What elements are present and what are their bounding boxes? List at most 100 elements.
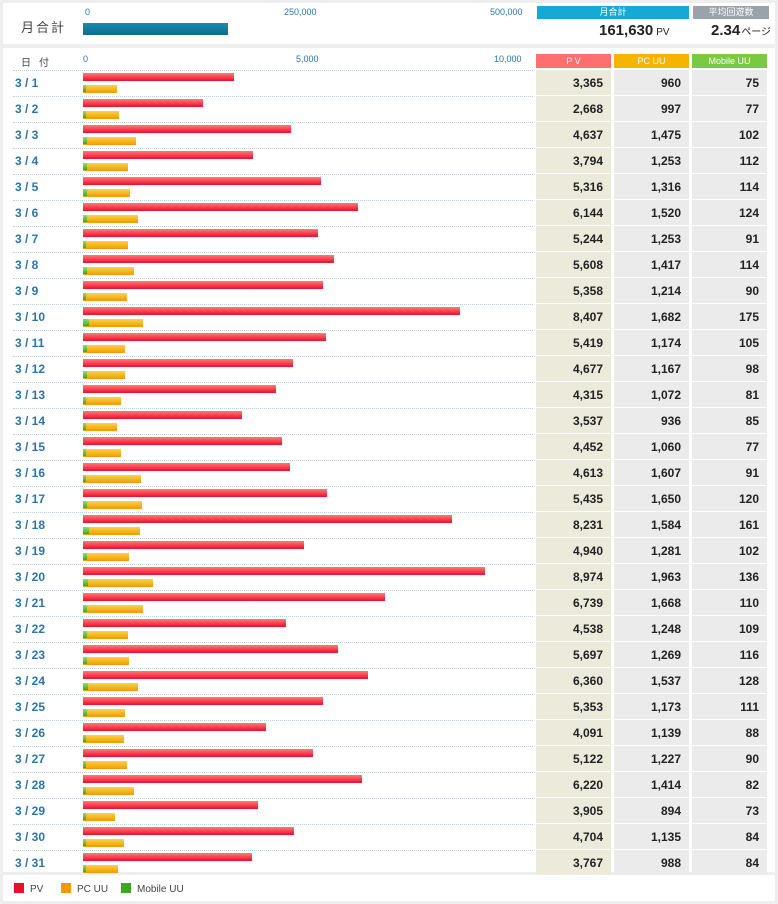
mobile-uu-bar — [83, 605, 87, 612]
date-label: 3 / 1 — [15, 76, 39, 90]
pv-bar — [83, 203, 359, 211]
pv-bar — [83, 541, 305, 549]
pc-uu-bar — [83, 761, 127, 769]
pc-uu-bar — [83, 85, 118, 93]
pc-uu-bar — [83, 683, 139, 691]
date-label: 3 / 10 — [15, 310, 46, 324]
mobile-uu-value: 128 — [692, 668, 767, 693]
table-row: 3 / 14 3,537 936 85 — [3, 408, 775, 434]
pc-uu-value: 1,060 — [614, 434, 689, 459]
table-row: 3 / 28 6,220 1,414 82 — [3, 772, 775, 798]
mobile-uu-bar — [83, 137, 87, 144]
row-divider — [13, 382, 533, 383]
pv-bar — [83, 671, 368, 679]
pv-value: 4,091 — [536, 720, 611, 745]
pv-bar — [83, 853, 252, 861]
pv-value: 3,767 — [536, 850, 611, 875]
date-label: 3 / 9 — [15, 284, 39, 298]
pv-value: 4,538 — [536, 616, 611, 641]
date-label: 3 / 15 — [15, 440, 46, 454]
pc-uu-value: 1,607 — [614, 460, 689, 485]
pv-bar — [83, 99, 203, 107]
mobile-uu-value: 136 — [692, 564, 767, 589]
pv-bar — [83, 229, 318, 237]
table-row: 3 / 25 5,353 1,173 111 — [3, 694, 775, 720]
pv-bar — [83, 723, 267, 731]
pv-value: 3,365 — [536, 70, 611, 95]
pc-uu-value: 1,214 — [614, 278, 689, 303]
mobile-uu-value: 114 — [692, 174, 767, 199]
mobile-uu-value: 90 — [692, 278, 767, 303]
pv-value: 4,613 — [536, 460, 611, 485]
monthly-total-value: 161,630 PV — [599, 22, 670, 39]
mobile-uu-bar — [83, 683, 88, 690]
pc-uu-bar — [83, 553, 129, 561]
mobile-uu-bar — [83, 345, 87, 352]
pc-uu-bar — [83, 579, 154, 587]
date-label: 3 / 23 — [15, 648, 46, 662]
pv-value: 6,360 — [536, 668, 611, 693]
pv-bar — [83, 801, 258, 809]
row-divider — [13, 746, 533, 747]
row-divider — [13, 226, 533, 227]
pc-uu-value: 1,316 — [614, 174, 689, 199]
row-divider — [13, 148, 533, 149]
legend: PV PC UU Mobile UU — [3, 875, 775, 901]
mobile-uu-value: 112 — [692, 148, 767, 173]
pv-bar — [83, 645, 339, 653]
table-row: 3 / 8 5,608 1,417 114 — [3, 252, 775, 278]
row-divider — [13, 590, 533, 591]
mobile-uu-value: 161 — [692, 512, 767, 537]
pv-value: 6,739 — [536, 590, 611, 615]
pc-uu-value: 1,253 — [614, 226, 689, 251]
mobile-uu-bar — [83, 241, 87, 248]
pc-uu-bar — [83, 813, 115, 821]
mobile-uu-bar — [83, 215, 88, 222]
legend-item-pc-uu: PC UU — [61, 883, 108, 895]
monthly-total-bar — [83, 23, 228, 35]
daily-axis-tick-2: 10,000 — [494, 54, 522, 64]
monthly-label: 月合計 — [21, 20, 67, 35]
date-label: 3 / 12 — [15, 362, 46, 376]
pc-uu-bar — [83, 163, 128, 171]
pc-uu-bar — [83, 631, 128, 639]
mobile-uu-value: 77 — [692, 96, 767, 121]
mobile-uu-bar — [83, 293, 87, 300]
legend-swatch-pc-uu — [61, 883, 71, 893]
pc-uu-bar — [83, 475, 141, 483]
date-label: 3 / 19 — [15, 544, 46, 558]
pc-uu-bar — [83, 735, 124, 743]
date-label: 3 / 29 — [15, 804, 46, 818]
pv-bar — [83, 151, 253, 159]
pv-bar — [83, 255, 335, 263]
pc-uu-bar — [83, 241, 128, 249]
pc-uu-value: 1,537 — [614, 668, 689, 693]
date-label: 3 / 17 — [15, 492, 46, 506]
date-label: 3 / 28 — [15, 778, 46, 792]
row-divider — [13, 512, 533, 513]
mobile-uu-value: 102 — [692, 538, 767, 563]
table-row: 3 / 24 6,360 1,537 128 — [3, 668, 775, 694]
pc-uu-value: 1,417 — [614, 252, 689, 277]
pc-uu-bar — [83, 111, 119, 119]
pc-uu-bar — [83, 605, 143, 613]
row-divider — [13, 668, 533, 669]
pv-value: 5,435 — [536, 486, 611, 511]
pc-uu-bar — [83, 657, 129, 665]
pc-uu-value: 1,173 — [614, 694, 689, 719]
row-divider — [13, 122, 533, 123]
mobile-uu-bar — [83, 501, 88, 508]
row-divider — [13, 720, 533, 721]
date-label: 3 / 8 — [15, 258, 39, 272]
mobile-uu-bar — [83, 85, 86, 92]
mobile-uu-value: 75 — [692, 70, 767, 95]
average-pages-unit: ページ — [741, 27, 772, 38]
row-divider — [13, 850, 533, 851]
mobile-uu-value: 98 — [692, 356, 767, 381]
pc-uu-bar — [83, 345, 126, 353]
date-column-header: 日付 — [21, 58, 57, 69]
daily-axis-tick-0: 0 — [83, 54, 89, 64]
mobile-uu-bar — [83, 423, 86, 430]
pv-value: 5,316 — [536, 174, 611, 199]
pv-value: 5,358 — [536, 278, 611, 303]
